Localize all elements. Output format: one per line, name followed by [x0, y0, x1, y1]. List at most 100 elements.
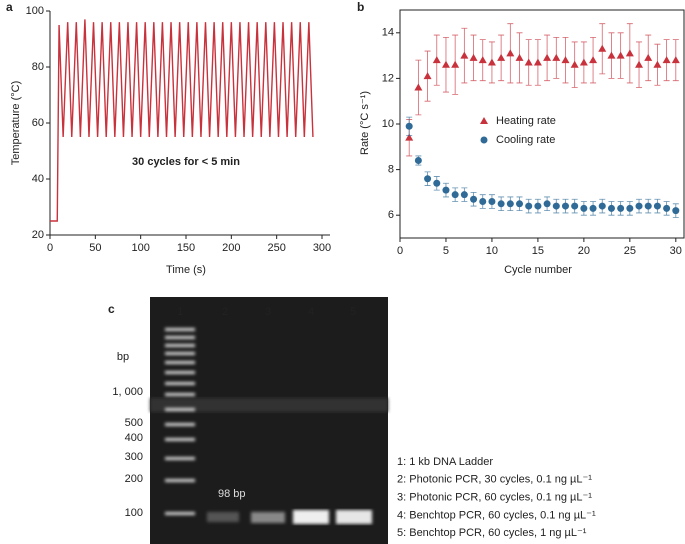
- y-tick-label: 12: [382, 72, 394, 84]
- point: [460, 191, 468, 199]
- panel-label: a: [6, 0, 13, 14]
- x-tick-label: 0: [397, 245, 403, 257]
- y-axis-label: Rate (°C s⁻¹): [359, 91, 371, 155]
- x-tick-label: 25: [624, 245, 636, 257]
- point: [515, 53, 524, 61]
- point: [451, 191, 459, 199]
- point: [598, 44, 607, 52]
- point: [570, 60, 579, 68]
- x-tick-label: 250: [267, 242, 285, 254]
- point: [644, 202, 652, 210]
- panel-label: b: [357, 0, 364, 14]
- point: [653, 202, 661, 210]
- legend-label: Heating rate: [496, 115, 556, 127]
- legend-item: 5: Benchtop PCR, 60 cycles, 1 ng µL⁻¹: [397, 527, 587, 539]
- point: [433, 179, 441, 187]
- annotation: 30 cycles for < 5 min: [132, 156, 240, 168]
- size-label: 500: [125, 417, 143, 429]
- lane-label: 2: [222, 306, 228, 318]
- ladder: [165, 328, 195, 515]
- product-bands: [207, 510, 372, 524]
- point: [479, 198, 487, 206]
- point: [442, 186, 450, 194]
- x-axis-label: Cycle number: [504, 264, 572, 276]
- point: [524, 58, 533, 66]
- point: [552, 53, 561, 61]
- point: [580, 204, 588, 212]
- y-tick-label: 100: [26, 5, 44, 17]
- point: [671, 56, 680, 64]
- point: [543, 200, 551, 208]
- point: [662, 56, 671, 64]
- x-tick-label: 200: [222, 242, 240, 254]
- point: [423, 72, 432, 80]
- point: [561, 56, 570, 64]
- point: [469, 53, 478, 61]
- point: [487, 58, 496, 66]
- x-tick-label: 5: [443, 245, 449, 257]
- gel-smear: [150, 398, 388, 412]
- point: [552, 202, 560, 210]
- size-label: 400: [125, 432, 143, 444]
- point: [653, 60, 662, 68]
- point: [617, 204, 625, 212]
- y-tick-label: 14: [382, 27, 394, 39]
- point: [488, 198, 496, 206]
- point: [497, 200, 505, 208]
- point: [561, 202, 569, 210]
- x-tick-label: 100: [131, 242, 149, 254]
- y-tick-label: 80: [32, 61, 44, 73]
- gel: [150, 297, 388, 544]
- y-tick-label: 6: [388, 209, 394, 221]
- panel-label: c: [108, 302, 115, 316]
- point: [497, 53, 506, 61]
- legend-label: Cooling rate: [496, 134, 555, 146]
- point: [506, 200, 514, 208]
- point: [470, 195, 478, 203]
- point: [414, 83, 423, 91]
- size-label: 100: [125, 507, 143, 519]
- x-tick-label: 15: [532, 245, 544, 257]
- point: [405, 122, 413, 130]
- point: [405, 133, 414, 141]
- point: [571, 202, 579, 210]
- point: [506, 49, 515, 57]
- point: [451, 60, 460, 68]
- point: [672, 207, 680, 215]
- lane-label: 3: [265, 306, 271, 318]
- lane-label: 4: [308, 306, 314, 318]
- point: [626, 204, 634, 212]
- y-axis-label: Temperature (°C): [10, 81, 22, 165]
- point: [414, 156, 422, 164]
- point: [607, 51, 616, 59]
- point: [525, 202, 533, 210]
- x-tick-label: 30: [670, 245, 682, 257]
- point: [460, 51, 469, 59]
- x-axis-label: Time (s): [166, 264, 206, 276]
- lane-label: 1: [177, 306, 183, 318]
- point: [424, 175, 432, 183]
- x-tick-label: 0: [47, 242, 53, 254]
- size-label: 200: [125, 473, 143, 485]
- point: [441, 60, 450, 68]
- x-tick-label: 150: [177, 242, 195, 254]
- y-tick-label: 10: [382, 118, 394, 130]
- y-tick-label: 60: [32, 117, 44, 129]
- x-tick-label: 50: [89, 242, 101, 254]
- x-tick-label: 20: [578, 245, 590, 257]
- legend-item: 4: Benchtop PCR, 60 cycles, 0.1 ng µL⁻¹: [397, 509, 596, 521]
- y-tick-label: 40: [32, 173, 44, 185]
- point: [625, 49, 634, 57]
- legend-item: 2: Photonic PCR, 30 cycles, 0.1 ng µL⁻¹: [397, 474, 592, 486]
- band-label: 98 bp: [218, 488, 246, 500]
- point: [533, 58, 542, 66]
- y-tick-label: 8: [388, 164, 394, 176]
- point: [644, 53, 653, 61]
- x-tick-label: 10: [486, 245, 498, 257]
- point: [516, 200, 524, 208]
- point: [579, 58, 588, 66]
- legend-marker: [480, 117, 488, 124]
- unit-label: bp: [117, 351, 129, 363]
